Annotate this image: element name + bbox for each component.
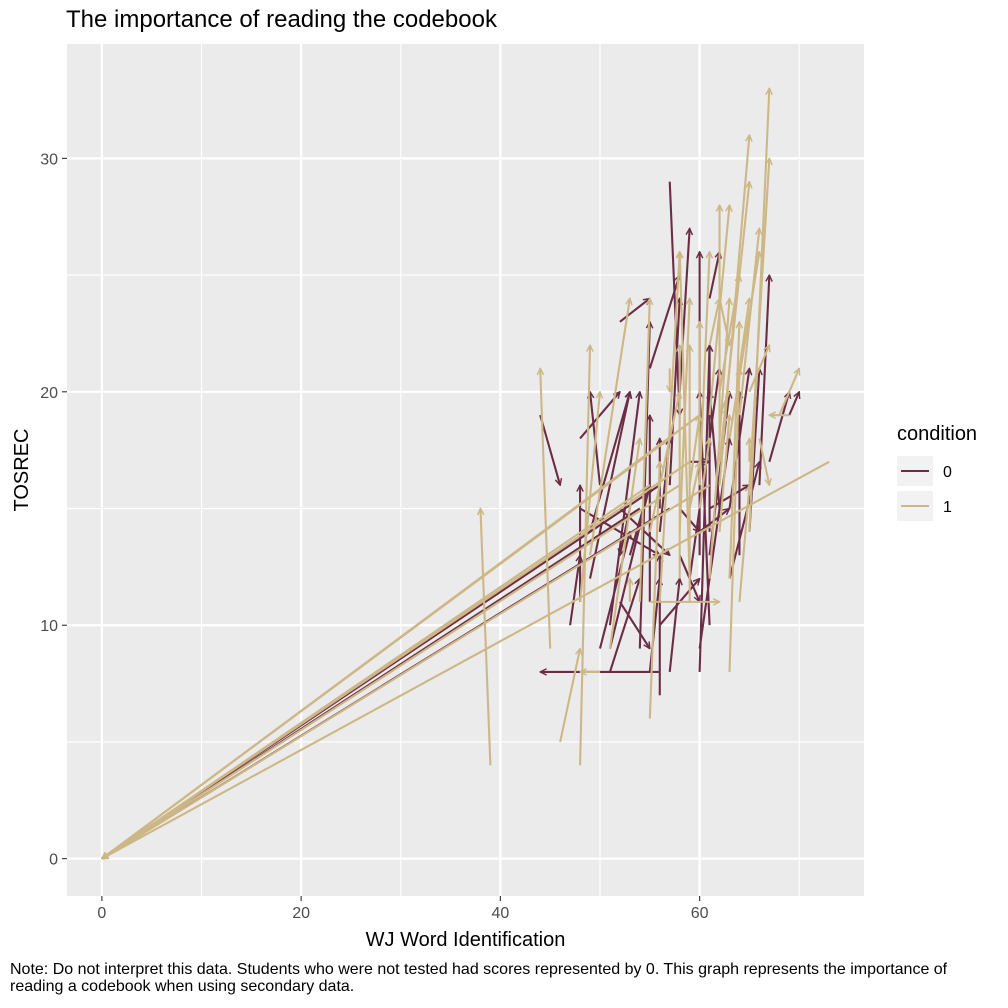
legend-title: condition bbox=[897, 423, 977, 445]
arrow-segment-condition-0 bbox=[628, 485, 650, 556]
arrow-segment-condition-0 bbox=[589, 392, 630, 579]
y-axis-title: TOSREC bbox=[11, 429, 33, 512]
arrow-segment-condition-1 bbox=[648, 392, 680, 533]
minor-gridlines bbox=[67, 44, 864, 896]
arrow-segment-condition-1 bbox=[778, 368, 799, 416]
y-axis: 0 10 20 30 bbox=[40, 151, 67, 869]
arrow-segment-condition-1 bbox=[102, 484, 681, 860]
arrow-segment-condition-0 bbox=[709, 484, 750, 510]
x-tick-label: 20 bbox=[292, 905, 310, 922]
arrow-segment-condition-1 bbox=[698, 252, 710, 486]
arrow-segment-condition-1 bbox=[728, 322, 740, 579]
y-tick-label: 10 bbox=[40, 618, 58, 635]
arrow-segment-condition-0 bbox=[708, 252, 720, 299]
arrow-segment-condition-0 bbox=[678, 228, 690, 392]
arrow-segment-condition-1 bbox=[588, 298, 630, 556]
x-tick-label: 60 bbox=[691, 905, 709, 922]
arrow-segment-condition-1 bbox=[648, 462, 660, 719]
arrow-segment-condition-0 bbox=[619, 298, 650, 323]
arrow-segment-condition-0 bbox=[768, 392, 789, 463]
arrow-segment-condition-1 bbox=[698, 438, 710, 509]
arrow-segment-condition-1 bbox=[748, 158, 769, 486]
arrow-segment-condition-1 bbox=[758, 438, 769, 485]
arrow-segment-condition-1 bbox=[738, 485, 749, 602]
arrow-segment-condition-1 bbox=[559, 649, 580, 743]
arrow-segment-condition-1 bbox=[718, 415, 730, 532]
arrow-segment-condition-1 bbox=[658, 252, 680, 602]
x-axis: 0 20 40 60 bbox=[97, 896, 709, 922]
arrow-segment-condition-1 bbox=[708, 205, 730, 416]
x-axis-title: WJ Word Identification bbox=[366, 929, 566, 951]
legend-label-0: 0 bbox=[943, 464, 952, 481]
arrow-segment-condition-1 bbox=[480, 509, 492, 766]
x-tick-label: 40 bbox=[491, 905, 509, 922]
arrow-segment-condition-1 bbox=[102, 437, 671, 858]
arrow-segment-condition-1 bbox=[728, 368, 740, 672]
arrow-segments bbox=[102, 88, 830, 860]
x-tick-label: 0 bbox=[97, 905, 106, 922]
y-tick-label: 30 bbox=[40, 151, 58, 168]
arrow-segment-condition-0 bbox=[788, 392, 799, 416]
arrow-segment-condition-1 bbox=[102, 460, 830, 860]
arrow-segment-condition-0 bbox=[619, 601, 651, 649]
y-tick-label: 20 bbox=[40, 385, 58, 402]
y-tick-label: 0 bbox=[49, 852, 58, 869]
legend: condition 0 1 bbox=[897, 423, 977, 521]
arrow-segment-condition-0 bbox=[728, 462, 760, 579]
arrow-segment-condition-1 bbox=[718, 135, 750, 486]
arrow-segment-condition-0 bbox=[598, 532, 630, 649]
arrow-segment-condition-0 bbox=[608, 579, 640, 673]
arrow-segment-condition-1 bbox=[688, 462, 700, 509]
arrow-segment-condition-1 bbox=[678, 298, 690, 532]
legend-label-1: 1 bbox=[943, 499, 952, 516]
arrow-segment-condition-1 bbox=[638, 298, 650, 602]
arrow-segment-condition-1 bbox=[738, 228, 759, 416]
arrow-segment-condition-0 bbox=[698, 345, 710, 672]
footnote: Note: Do not interpret this data. Studen… bbox=[10, 961, 948, 995]
arrow-segment-condition-0 bbox=[668, 181, 680, 415]
arrow-segment-condition-1 bbox=[102, 484, 651, 858]
arrow-segment-condition-1 bbox=[608, 438, 640, 649]
arrow-segment-condition-1 bbox=[720, 391, 731, 415]
arrow-segment-condition-0 bbox=[668, 579, 680, 673]
arrow-segment-condition-1 bbox=[738, 298, 749, 369]
chart-title: The importance of reading the codebook bbox=[66, 6, 497, 33]
arrow-segment-condition-1 bbox=[708, 298, 720, 346]
arrow-segment-condition-1 bbox=[688, 415, 700, 486]
arrow-segment-condition-0 bbox=[539, 414, 560, 485]
arrow-segment-condition-1 bbox=[748, 345, 769, 393]
arrow-segment-condition-0 bbox=[579, 507, 660, 557]
arrow-segment-condition-1 bbox=[718, 298, 730, 345]
arrow-segment-condition-1 bbox=[579, 392, 600, 602]
plot-panel bbox=[67, 44, 864, 896]
arrow-segment-condition-1 bbox=[102, 484, 711, 860]
arrow-segment-condition-1 bbox=[540, 368, 552, 649]
